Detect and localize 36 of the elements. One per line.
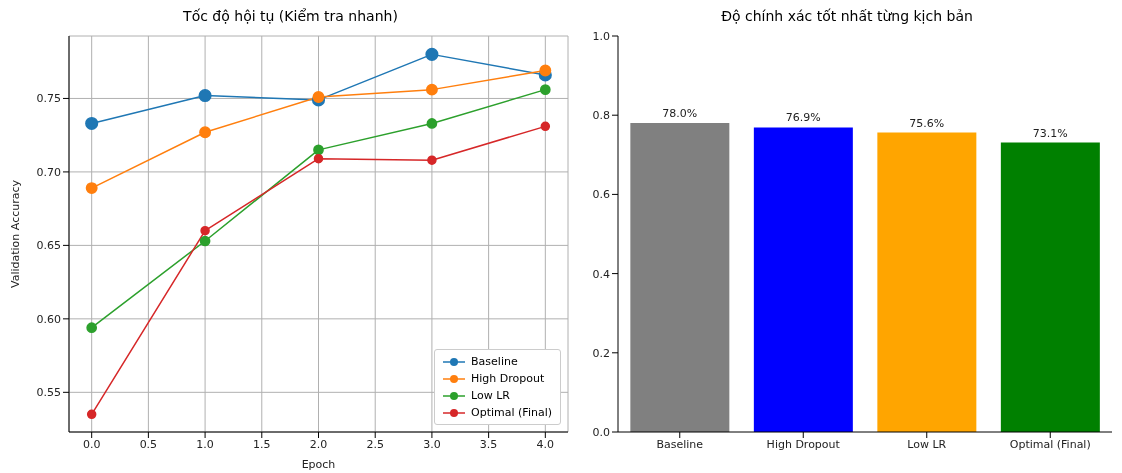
legend-label: Low LR [471, 389, 510, 402]
x-tick-label: 1.0 [196, 437, 214, 451]
y-tick-label: 0.6 [592, 188, 610, 202]
y-tick-label: 0.4 [592, 267, 610, 281]
x-tick-label: High Dropout [766, 437, 841, 451]
x-tick-label: 3.0 [423, 437, 441, 451]
y-tick-label: 0.2 [592, 346, 610, 360]
y-tick-label: 0.70 [36, 165, 61, 179]
x-tick-label: Low LR [907, 437, 947, 451]
data-label: 76.9% [785, 111, 821, 125]
legend-label: Optimal (Final) [471, 406, 552, 419]
x-tick-label: 4.0 [536, 437, 555, 451]
data-label: 73.1% [1032, 126, 1068, 140]
x-tick-label: 0.0 [82, 437, 101, 451]
chart-title: Độ chính xác tốt nhất từng kịch bản [720, 8, 974, 26]
legend-label: High Dropout [471, 372, 545, 385]
x-tick-label: 0.5 [139, 437, 158, 451]
y-tick-label: 0.8 [592, 109, 610, 123]
y-tick-label: 0.55 [36, 386, 61, 400]
y-tick-label: 0.0 [592, 425, 610, 439]
y-axis-title: Validation Accuracy [8, 179, 22, 289]
x-tick-label: 3.5 [479, 437, 498, 451]
y-tick-label: 0.65 [36, 239, 61, 253]
x-tick-label: 1.5 [253, 437, 271, 451]
y-tick-label: 1.0 [592, 29, 610, 43]
data-label: 75.6% [909, 116, 945, 130]
y-tick-label: 0.75 [36, 92, 61, 106]
x-tick-label: Baseline [656, 437, 704, 451]
data-label: 78.0% [662, 107, 698, 121]
x-axis-title: Epoch [301, 458, 336, 471]
x-tick-label: 2.5 [366, 437, 384, 451]
y-tick-label: 0.60 [36, 312, 61, 326]
x-tick-label: Optimal (Final) [1009, 437, 1091, 451]
legend-label: Baseline [471, 355, 518, 368]
chart-title: Tốc độ hội tụ (Kiểm tra nhanh) [182, 8, 399, 26]
x-tick-label: 2.0 [309, 437, 328, 451]
